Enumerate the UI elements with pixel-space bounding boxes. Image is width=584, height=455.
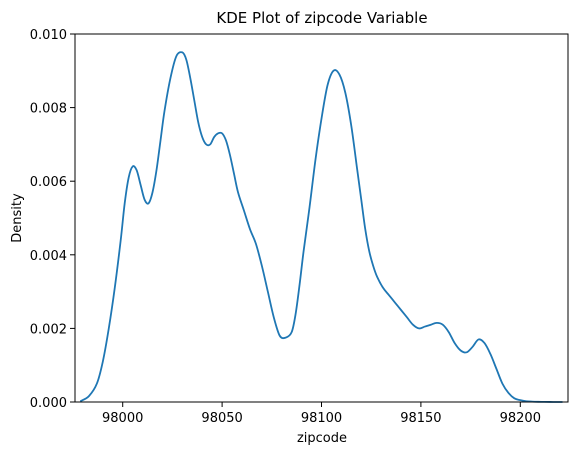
y-tick-label: 0.010	[30, 28, 67, 43]
y-tick-label: 0.006	[30, 175, 67, 190]
x-tick-label: 98100	[301, 411, 342, 426]
y-tick-label: 0.000	[30, 396, 67, 411]
y-axis-title: Density	[10, 193, 25, 243]
kde-density-line	[80, 51, 563, 403]
x-axis-title: zipcode	[297, 431, 347, 446]
chart-title: KDE Plot of zipcode Variable	[216, 9, 427, 27]
ticks-layer: 98000 98050 98100 98150 98200 0.000 0.002 0.004…	[30, 28, 541, 426]
x-tick-label: 98200	[500, 411, 541, 426]
y-tick-label: 0.008	[30, 102, 67, 117]
x-tick-label: 98000	[102, 411, 143, 426]
y-tick-label: 0.004	[30, 249, 67, 264]
x-tick-label: 98050	[201, 411, 242, 426]
x-tick-label: 98150	[400, 411, 441, 426]
plot-frame	[74, 33, 569, 403]
y-tick-label: 0.002	[30, 322, 67, 337]
